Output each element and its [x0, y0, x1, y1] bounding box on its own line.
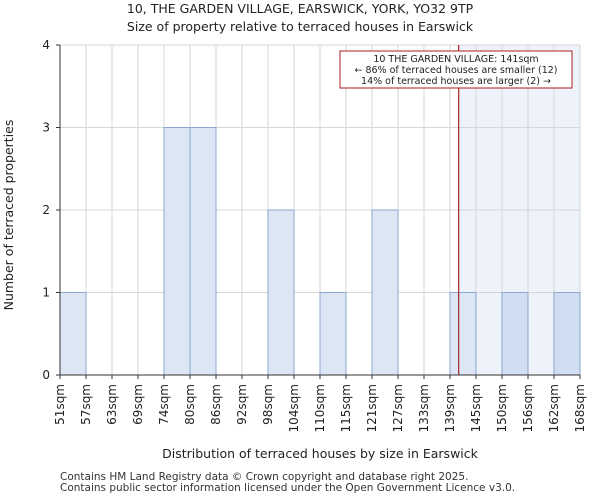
x-tick-label: 57sqm — [79, 384, 93, 425]
bar-150sqm — [501, 292, 529, 376]
annotation-box: 10 THE GARDEN VILLAGE: 141sqm ← 86% of t… — [339, 50, 573, 89]
footer-line-1: Contains HM Land Registry data © Crown c… — [60, 471, 469, 483]
bar-74sqm — [163, 127, 191, 376]
y-tick-labels: 0 1 2 3 4 — [42, 38, 60, 382]
y-tick-label: 4 — [42, 38, 50, 52]
y-tick-label: 3 — [42, 121, 50, 135]
y-tick-label: 1 — [42, 286, 50, 300]
annotation-border — [339, 50, 573, 89]
annotation-line-2: ← 86% of terraced houses are smaller (12… — [354, 65, 557, 76]
bar-139sqm — [449, 292, 477, 376]
x-tick-label: 63sqm — [105, 384, 119, 425]
y-tick-label: 2 — [42, 203, 50, 217]
x-tick-label: 127sqm — [391, 384, 405, 432]
bar-51sqm — [59, 292, 87, 376]
bar-121sqm — [371, 209, 399, 376]
chart-subtitle: Size of property relative to terraced ho… — [127, 19, 474, 34]
x-tick-label: 145sqm — [469, 384, 483, 432]
x-axis-title: Distribution of terraced houses by size … — [162, 446, 479, 461]
bar-80sqm — [189, 127, 217, 376]
x-tick-label: 168sqm — [573, 384, 587, 432]
bar-110sqm — [319, 292, 347, 376]
annotation-line-3: 14% of terraced houses are larger (2) → — [361, 76, 551, 87]
x-tick-label: 162sqm — [547, 384, 561, 432]
y-tick-label: 0 — [42, 368, 50, 382]
x-tick-label: 98sqm — [261, 384, 275, 425]
annotation-line-1: 10 THE GARDEN VILLAGE: 141sqm — [373, 54, 538, 65]
bars — [59, 127, 581, 376]
x-tick-labels: 51sqm 57sqm 63sqm 69sqm 74sqm 80sqm 86sqm 92sqm… — [53, 375, 587, 432]
bar-98sqm — [267, 209, 295, 376]
x-tick-label: 80sqm — [183, 384, 197, 425]
x-tick-label: 86sqm — [209, 384, 223, 425]
plot-area: 0 1 2 3 4 51sqm 57sqm 63sqm 69sqm 74sqm 80sqm 86sq… — [42, 38, 587, 432]
y-axis-title: Number of terraced properties — [1, 120, 16, 311]
footer-line-2: Contains public sector information licen… — [60, 482, 516, 494]
x-tick-label: 133sqm — [417, 384, 431, 432]
bar-162sqm — [553, 292, 581, 376]
x-tick-label: 51sqm — [53, 384, 67, 425]
x-tick-label: 69sqm — [131, 384, 145, 425]
x-tick-label: 110sqm — [313, 384, 327, 432]
x-tick-label: 104sqm — [287, 384, 301, 432]
x-tick-label: 92sqm — [235, 384, 249, 425]
x-tick-label: 115sqm — [339, 384, 353, 432]
x-tick-label: 150sqm — [495, 384, 509, 432]
x-tick-label: 156sqm — [521, 384, 535, 432]
x-tick-label: 74sqm — [157, 384, 171, 425]
chart-title: 10, THE GARDEN VILLAGE, EARSWICK, YORK, … — [127, 1, 474, 16]
x-tick-label: 121sqm — [365, 384, 379, 432]
x-tick-label: 139sqm — [443, 384, 457, 432]
